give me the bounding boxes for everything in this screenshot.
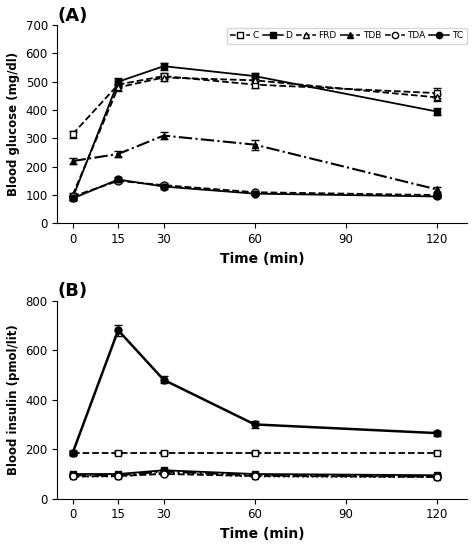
Text: (B): (B): [57, 282, 88, 300]
Text: (A): (A): [57, 7, 88, 25]
X-axis label: Time (min): Time (min): [220, 252, 305, 266]
X-axis label: Time (min): Time (min): [220, 527, 305, 541]
Y-axis label: Blood insulin (pmol/lit): Blood insulin (pmol/lit): [7, 324, 20, 475]
Y-axis label: Blood glucose (mg/dl): Blood glucose (mg/dl): [7, 52, 20, 196]
Legend: C, D, FRD, TDB, TDA, TC: C, D, FRD, TDB, TDA, TC: [227, 27, 466, 44]
